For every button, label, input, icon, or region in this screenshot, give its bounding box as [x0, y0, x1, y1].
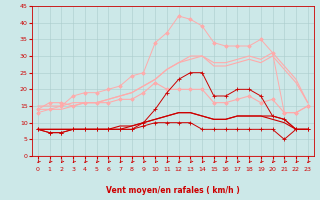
X-axis label: Vent moyen/en rafales ( km/h ): Vent moyen/en rafales ( km/h )	[106, 186, 240, 195]
